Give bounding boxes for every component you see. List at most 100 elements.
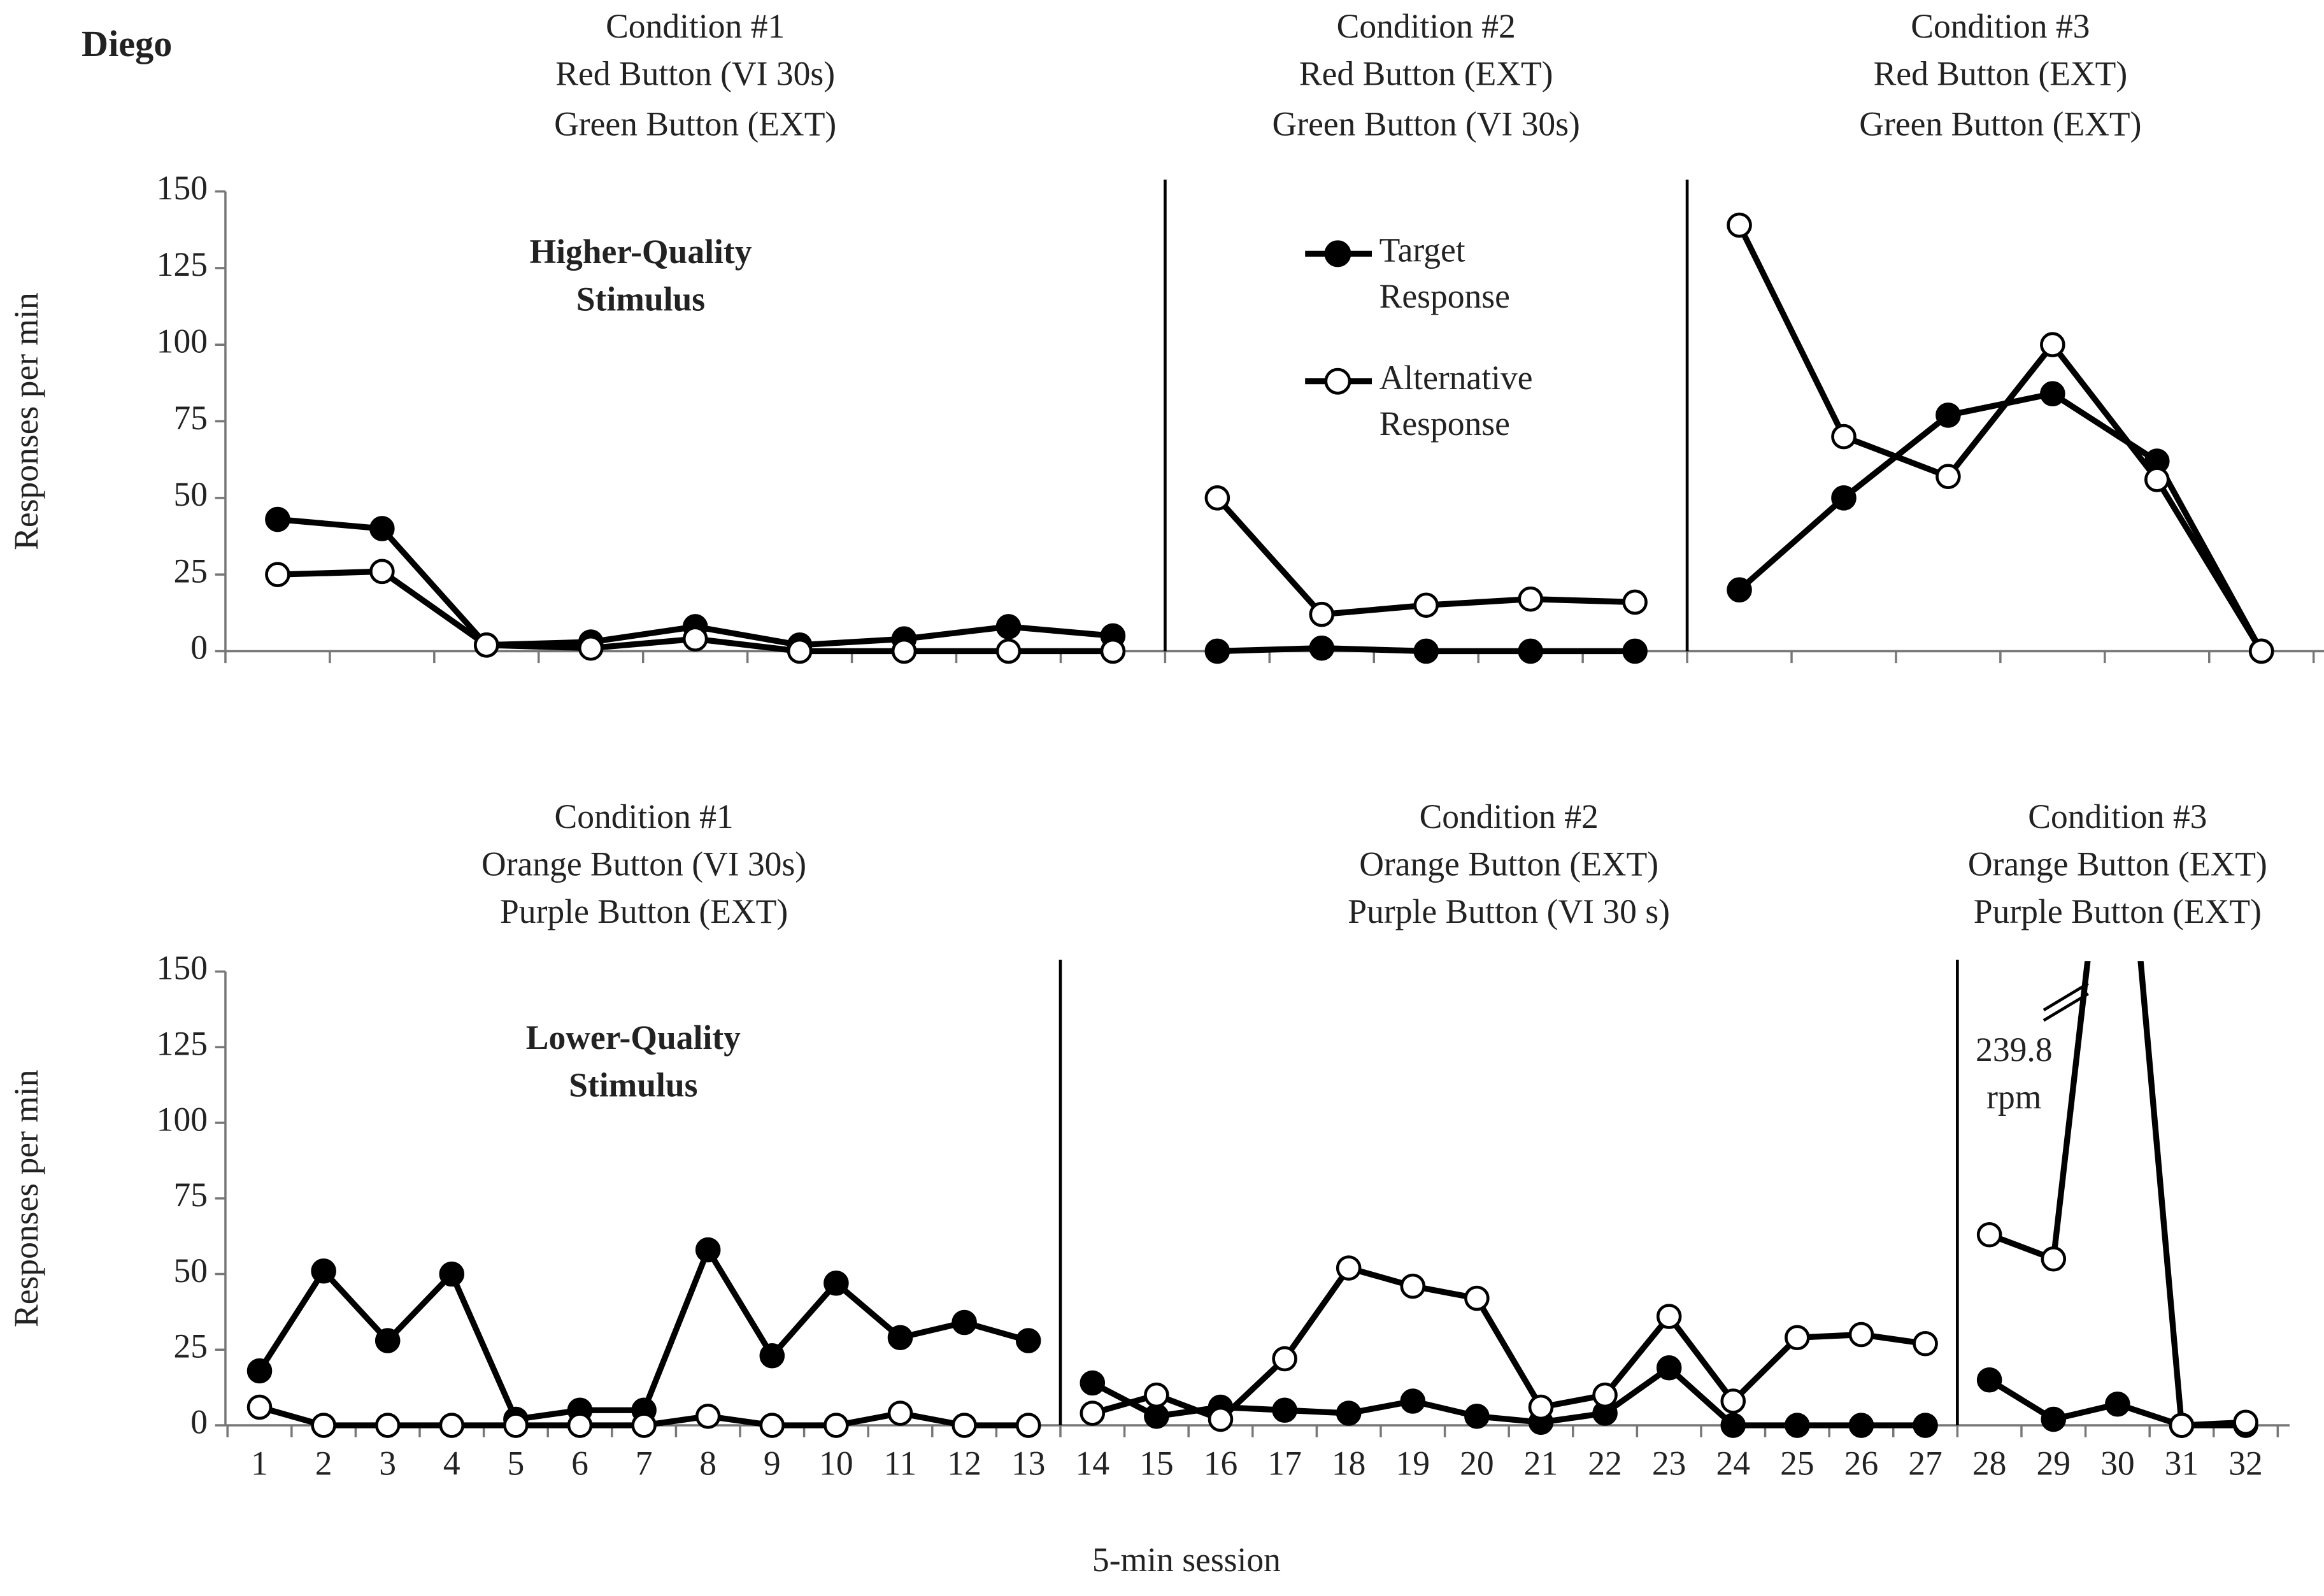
x-tick-label: 22	[1588, 1444, 1622, 1483]
y-tick-label: 50	[173, 475, 208, 513]
condition-title: Purple Button (VI 30 s)	[1348, 892, 1670, 930]
data-point	[1413, 592, 1439, 618]
x-tick-label: 6	[571, 1444, 588, 1483]
data-point	[1935, 403, 1961, 428]
x-tick-label: 18	[1332, 1444, 1366, 1483]
condition-group	[1727, 212, 2274, 664]
data-point	[1785, 1413, 1810, 1438]
data-point	[2040, 332, 2065, 358]
data-point	[265, 562, 290, 587]
data-point	[439, 1413, 465, 1438]
panel-label: Lower-Quality	[526, 1018, 741, 1057]
data-point	[1518, 638, 1543, 664]
condition-group	[1976, 961, 2258, 1438]
data-point	[246, 1394, 273, 1420]
legend-marker	[1324, 240, 1351, 267]
data-point	[2040, 381, 2065, 407]
series-line	[1736, 224, 2264, 653]
condition-group	[1204, 485, 1648, 664]
x-tick-label: 28	[1972, 1444, 2007, 1483]
condition-title: Condition #2	[1337, 7, 1516, 45]
data-point	[1976, 1222, 2002, 1248]
y-tick-label: 25	[173, 552, 208, 590]
data-point	[374, 1328, 401, 1353]
legend-label: Response	[1379, 404, 1510, 443]
data-point	[1144, 1382, 1169, 1408]
x-tick-label: 32	[2228, 1444, 2263, 1483]
condition-title: Green Button (EXT)	[1859, 105, 2141, 143]
data-point	[1913, 1413, 1938, 1438]
annotation: 239.8	[1976, 1030, 2052, 1069]
data-point	[1592, 1382, 1618, 1408]
x-tick-label: 24	[1716, 1444, 1750, 1483]
y-tick-label: 150	[157, 949, 208, 987]
condition-group	[1080, 1255, 1938, 1438]
x-tick-label: 25	[1780, 1444, 1814, 1483]
data-point	[1913, 1330, 1938, 1357]
series-line	[1737, 390, 2264, 653]
y-tick-label: 50	[173, 1251, 208, 1290]
x-tick-label: 2	[315, 1444, 332, 1483]
y-tick-label: 75	[173, 1176, 208, 1214]
data-point	[995, 614, 1022, 639]
data-point	[1727, 577, 1752, 603]
y-tick-label: 25	[173, 1327, 208, 1365]
series-line	[1988, 961, 2246, 1429]
data-point	[1336, 1255, 1362, 1281]
data-point	[1848, 1413, 1874, 1438]
condition-title: Condition #3	[2028, 797, 2207, 836]
y-tick-label: 100	[157, 322, 208, 360]
x-tick-label: 17	[1267, 1444, 1302, 1483]
data-point	[369, 516, 395, 541]
data-point	[2144, 467, 2170, 492]
data-point	[474, 632, 499, 658]
series-line	[257, 1246, 1029, 1423]
x-tick-label: 20	[1460, 1444, 1494, 1483]
data-point	[1204, 485, 1230, 511]
condition-title: Green Button (EXT)	[554, 105, 836, 143]
data-point	[1622, 589, 1648, 615]
condition-title: Condition #1	[606, 7, 785, 45]
panel-label: Stimulus	[569, 1066, 697, 1104]
condition-title: Purple Button (EXT)	[500, 892, 788, 930]
x-tick-label: 30	[2100, 1444, 2135, 1483]
data-point	[439, 1261, 465, 1287]
data-point	[374, 1413, 401, 1438]
x-tick-label: 27	[1908, 1444, 1943, 1483]
data-point	[2105, 1391, 2130, 1417]
data-point	[1720, 1413, 1746, 1438]
condition-title: Red Button (VI 30s)	[555, 55, 835, 93]
data-point	[1144, 1403, 1169, 1429]
y-tick-label: 125	[157, 1025, 208, 1063]
x-tick-label: 31	[2165, 1444, 2199, 1483]
x-tick-label: 9	[764, 1444, 781, 1483]
data-point	[1464, 1285, 1490, 1311]
x-tick-label: 4	[443, 1444, 460, 1483]
condition-title: Red Button (EXT)	[1299, 55, 1553, 93]
x-tick-label: 3	[379, 1444, 396, 1483]
condition-title: Condition #2	[1420, 797, 1599, 836]
data-point	[682, 626, 708, 652]
y-tick-label: 100	[157, 1100, 208, 1138]
data-point	[1848, 1322, 1874, 1348]
x-tick-label: 16	[1204, 1444, 1238, 1483]
condition-title: Purple Button (EXT)	[1974, 892, 2262, 930]
data-point	[1935, 464, 1961, 489]
data-point	[1400, 1388, 1426, 1414]
panel-label: Higher-Quality	[529, 232, 752, 271]
panel-label: Stimulus	[576, 280, 705, 318]
legend-marker	[1324, 367, 1351, 395]
y-axis-label: Responses per min	[7, 292, 45, 550]
y-tick-label: 125	[157, 245, 208, 283]
data-point	[2169, 1413, 2195, 1438]
data-point	[1464, 1403, 1490, 1429]
data-point	[1309, 601, 1335, 627]
data-point	[1976, 1367, 2002, 1393]
data-point	[1208, 1406, 1234, 1432]
legend-label: Response	[1379, 277, 1510, 315]
legend-label: Alternative	[1379, 359, 1533, 397]
data-point	[1727, 212, 1752, 238]
data-point	[2248, 638, 2274, 664]
data-point	[887, 1325, 913, 1351]
